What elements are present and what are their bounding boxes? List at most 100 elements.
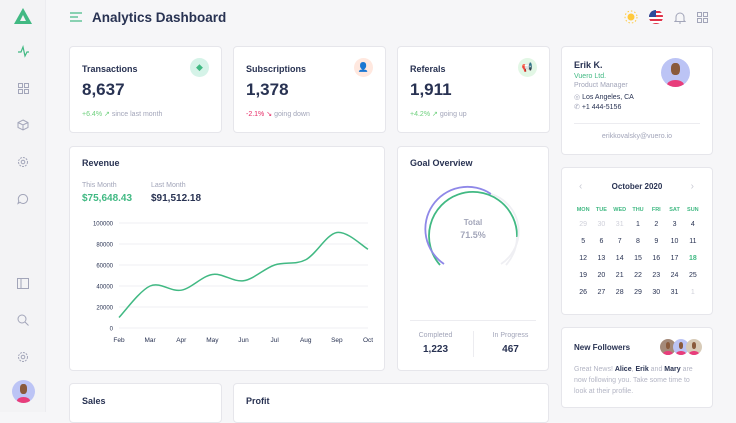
goal-radial-chart (424, 185, 520, 266)
user-avatar[interactable] (12, 380, 35, 403)
profile-phone: ✆ +1 444-5156 (574, 103, 621, 111)
calendar-day[interactable]: 29 (634, 289, 642, 296)
location-icon: ◎ (574, 94, 581, 101)
calendar-day[interactable]: 27 (597, 289, 606, 296)
weekday-label: THU (632, 207, 644, 213)
calendar-day[interactable]: 18 (688, 255, 697, 262)
calendar-day[interactable]: 12 (579, 255, 588, 262)
calendar-day[interactable]: 30 (597, 221, 606, 228)
calendar-day[interactable]: 6 (599, 238, 604, 245)
us-flag-icon[interactable] (649, 10, 663, 24)
goal-total-value: 71.5% (460, 230, 486, 240)
apps-grid-icon[interactable] (697, 11, 708, 23)
calendar-day[interactable]: 15 (634, 255, 642, 262)
phone-icon: ✆ (574, 104, 580, 111)
calendar-day[interactable]: 22 (634, 272, 642, 279)
stat-card: Transactions ◆ 8,637 +6.4% ↗ since last … (69, 46, 222, 133)
calendar-day[interactable]: 23 (652, 272, 661, 279)
calendar-day[interactable]: 24 (670, 272, 679, 279)
logo-icon[interactable] (13, 7, 33, 25)
divider (410, 320, 536, 321)
stat-change: -2.1% (246, 111, 265, 118)
last-month-label: Last Month (151, 182, 186, 189)
this-month-label: This Month (82, 182, 117, 189)
next-month-icon[interactable]: › (690, 181, 694, 192)
stat-card: Referals 📢 1,911 +4.2% ↗ going up (397, 46, 550, 133)
x-tick-label: Mar (145, 337, 157, 344)
stat-value: 1,378 (246, 80, 289, 99)
bell-icon[interactable] (674, 11, 686, 24)
x-tick-label: Oct (363, 337, 373, 344)
calendar-day[interactable]: 28 (615, 289, 624, 296)
text: Great News! (574, 366, 615, 373)
calendar-day[interactable]: 2 (654, 221, 659, 228)
stat-note: since last month (111, 111, 163, 118)
x-tick-label: May (206, 337, 219, 344)
this-month-value: $75,648.43 (82, 193, 133, 204)
calendar-day[interactable]: 8 (636, 238, 640, 245)
stat-footer: +4.2% ↗ going up (410, 110, 467, 118)
menu-icon[interactable] (70, 12, 82, 22)
prev-month-icon[interactable]: ‹ (579, 181, 583, 192)
page-title: Analytics Dashboard (92, 9, 227, 25)
weekday-label: TUE (595, 207, 607, 213)
settings-icon[interactable] (14, 348, 32, 366)
calendar-day[interactable]: 1 (636, 221, 640, 228)
profile-avatar (661, 58, 690, 87)
calendar-day[interactable]: 25 (688, 272, 697, 279)
activity-icon[interactable] (14, 42, 32, 60)
sun-icon[interactable] (624, 10, 638, 24)
cog-icon[interactable] (14, 153, 32, 171)
y-tick-label: 100000 (93, 222, 114, 228)
revenue-chart: 0 20000 40000 60000 80000 100000 Feb Mar Apr May J… (93, 222, 373, 345)
calendar-day[interactable]: 3 (672, 221, 677, 228)
calendar-day[interactable]: 26 (579, 289, 588, 296)
x-tick-label: Apr (176, 337, 187, 344)
calendar-day[interactable]: 30 (652, 289, 661, 296)
weekday-label: FRI (651, 207, 661, 213)
calendar-day[interactable]: 29 (579, 221, 588, 228)
calendar-day[interactable]: 19 (579, 272, 588, 279)
goal-title: Goal Overview (410, 158, 473, 168)
follower-avatar[interactable] (686, 339, 702, 355)
text: and (648, 366, 665, 373)
profile-company[interactable]: Vuero Ltd. (574, 73, 607, 80)
box-icon[interactable] (14, 116, 32, 134)
calendar-day[interactable]: 5 (581, 238, 586, 245)
follower-name[interactable]: Mary (664, 366, 681, 373)
calendar-day[interactable]: 10 (670, 238, 679, 245)
calendar-day[interactable]: 31 (615, 221, 624, 228)
calendar-day[interactable]: 14 (615, 255, 624, 262)
calendar-day[interactable]: 4 (690, 221, 695, 228)
grid-icon[interactable] (14, 79, 32, 97)
calendar-day[interactable]: 13 (597, 255, 606, 262)
stat-title: Transactions (82, 64, 138, 74)
calendar-day[interactable]: 1 (690, 289, 695, 296)
calendar-day[interactable]: 21 (615, 272, 624, 279)
follower-avatar[interactable] (673, 339, 689, 355)
followers-card: New Followers Great News! Alice, Erik an… (561, 327, 713, 408)
trend-icon: ↗ (104, 111, 110, 118)
follower-avatar[interactable] (660, 339, 676, 355)
calendar-day[interactable]: 7 (617, 238, 622, 245)
x-tick-label: Feb (113, 337, 125, 344)
sidebar-panel-icon[interactable] (14, 274, 32, 292)
search-icon[interactable] (14, 311, 32, 329)
stat-title: Subscriptions (246, 64, 307, 74)
x-tick-label: Jul (270, 337, 279, 344)
calendar-day[interactable]: 31 (670, 289, 679, 296)
calendar-day[interactable]: 16 (652, 255, 661, 262)
calendar-day[interactable]: 9 (654, 238, 659, 245)
y-tick-label: 0 (110, 327, 114, 333)
follower-name[interactable]: Alice (614, 366, 632, 373)
y-tick-label: 80000 (96, 243, 113, 249)
calendar-grid: MON TUE WED THU FRI SAT SUN 29 30 31 1 2 3 4 5 6 7 8 9 10 11… (574, 204, 702, 301)
calendar-day[interactable]: 17 (670, 255, 679, 262)
follower-name[interactable]: Erik (635, 366, 649, 373)
stat-footer: -2.1% ↘ going down (246, 110, 310, 118)
profile-email[interactable]: erikkovalsky@vuero.io (601, 133, 673, 140)
calendar-day[interactable]: 11 (689, 238, 697, 245)
calendar-day[interactable]: 20 (597, 272, 606, 279)
stat-change: +6.4% (82, 111, 103, 118)
message-icon[interactable] (14, 190, 32, 208)
